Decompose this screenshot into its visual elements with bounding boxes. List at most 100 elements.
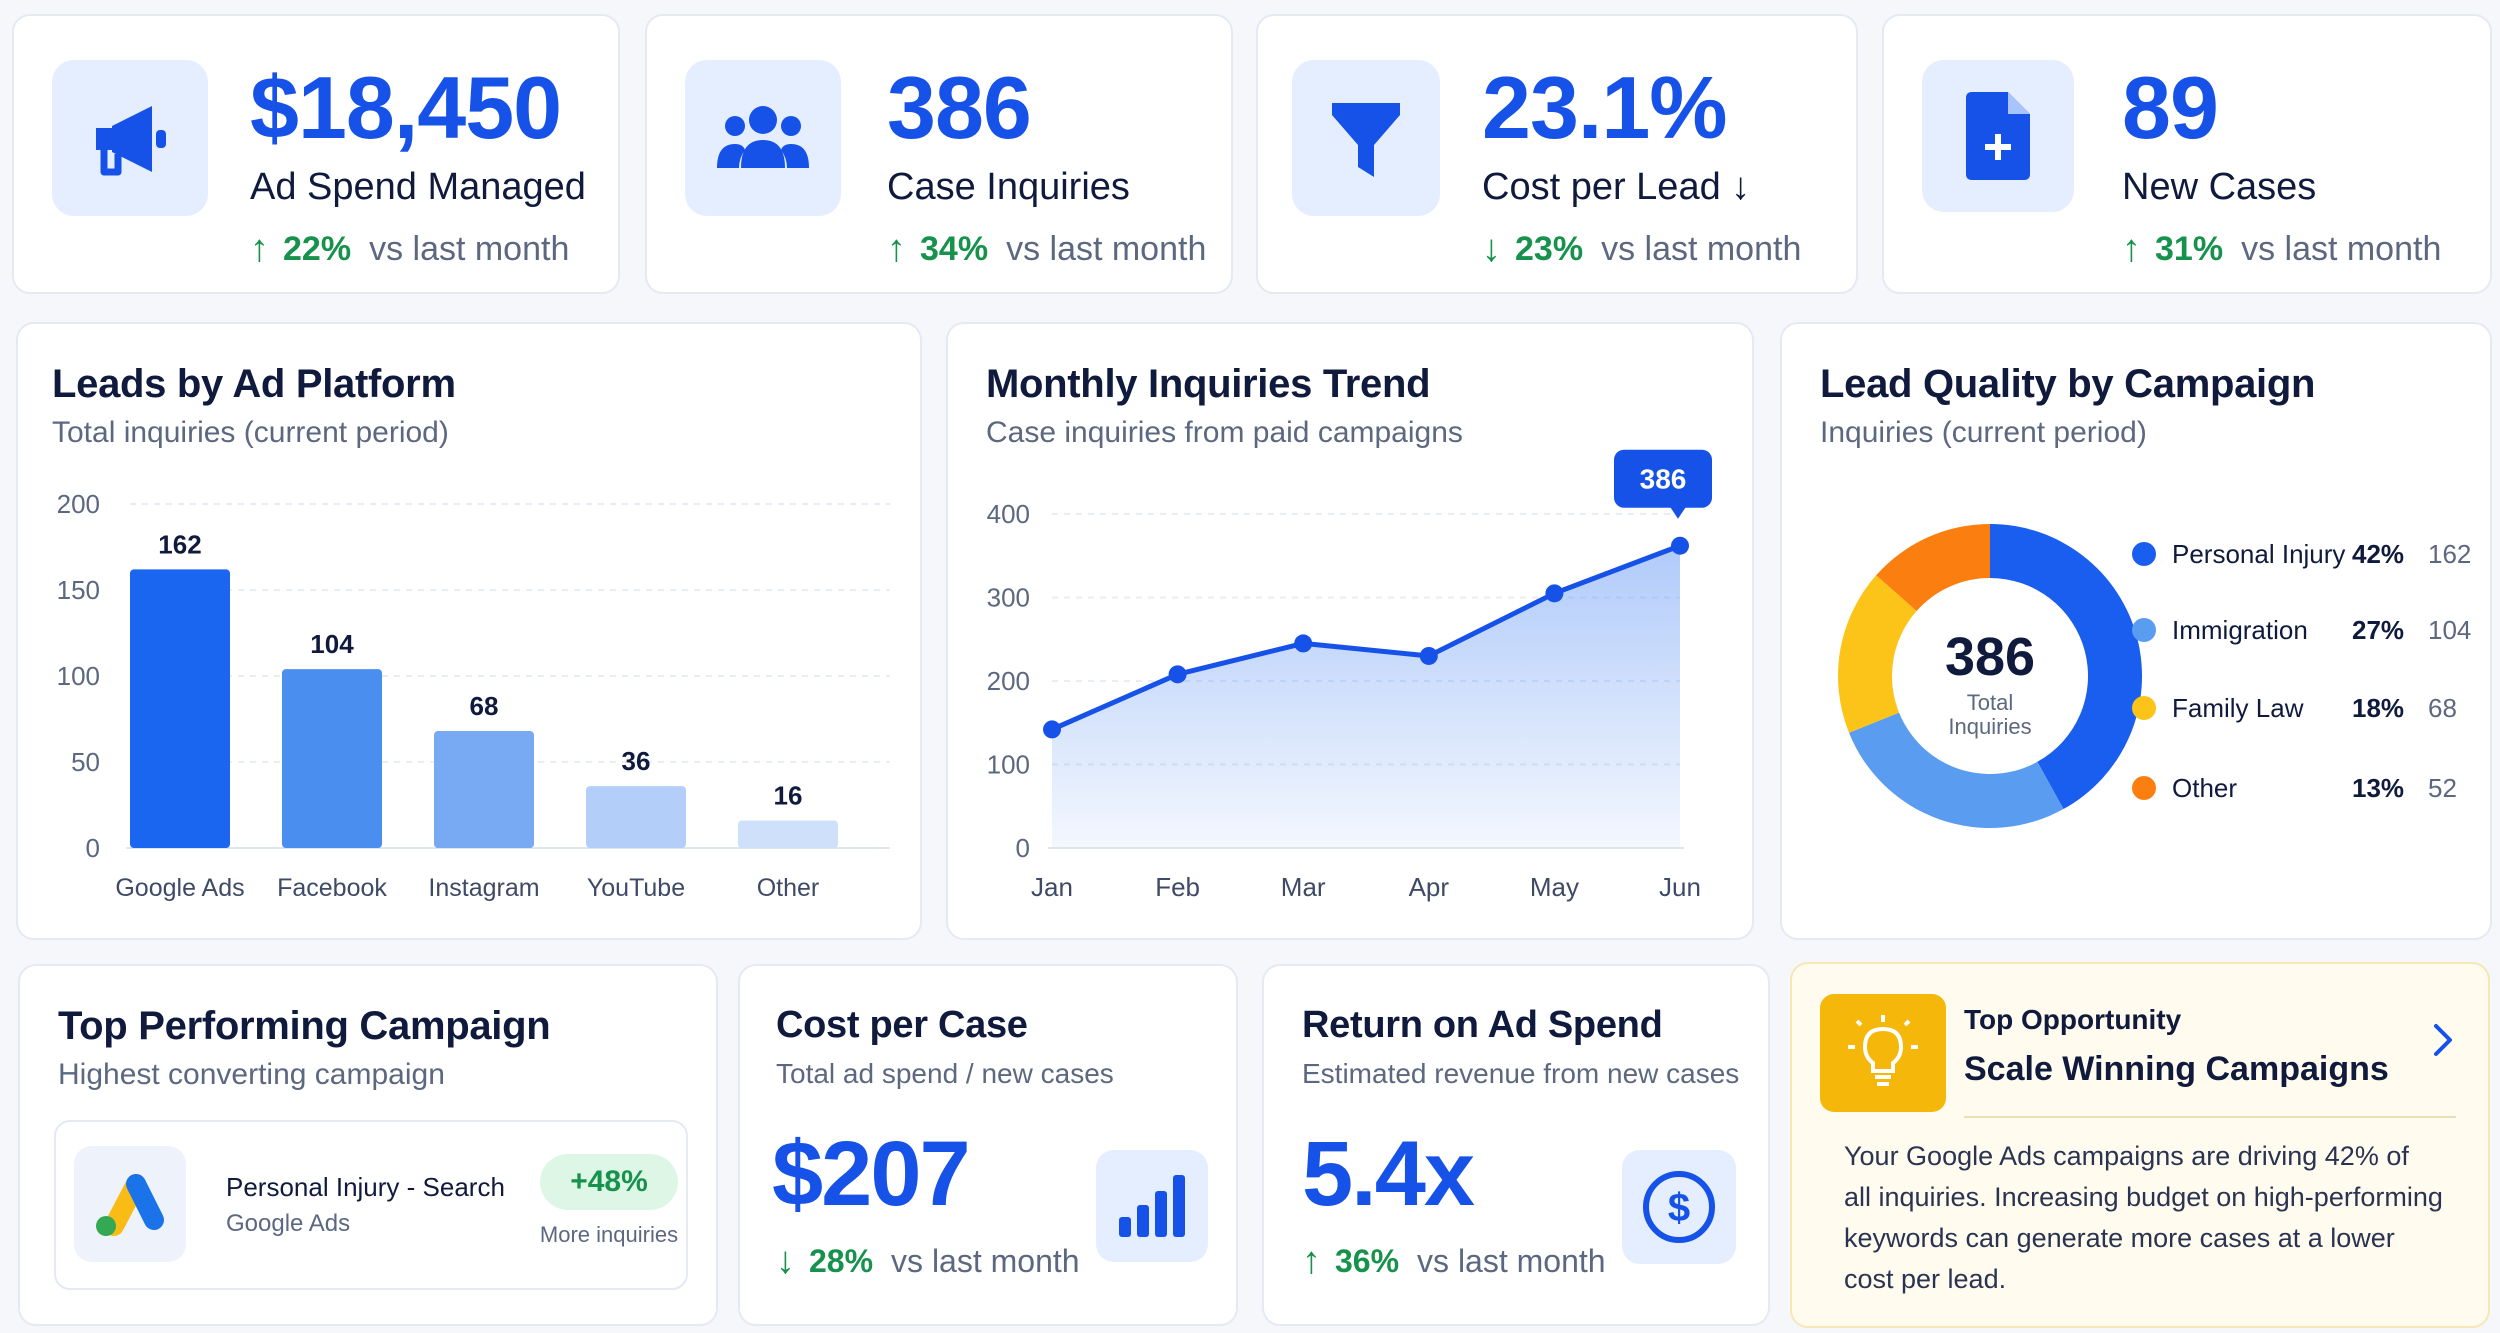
campaign-row[interactable]: Personal Injury - Search Google Ads +48%… [54, 1120, 688, 1290]
area-fill [1052, 545, 1680, 848]
leads-by-platform-card: Leads by Ad Platform Total inquiries (cu… [16, 322, 922, 940]
bar [586, 786, 686, 848]
metric-change-percent: 36% [1335, 1243, 1400, 1279]
data-label: 68 [470, 691, 499, 721]
data-label: 162 [158, 529, 201, 559]
x-tick-label: Instagram [428, 874, 539, 902]
legend-count: 162 [2428, 538, 2472, 569]
legend-percent: 27% [2352, 614, 2405, 645]
y-tick-label: 100 [57, 661, 100, 691]
donut-slice [1990, 524, 2143, 810]
legend-swatch [2132, 776, 2156, 800]
line-chart: 0 100 200 300 400 Jan Feb Mar Apr May Jun 386 [987, 449, 1712, 902]
bar-chart-icon [1096, 1150, 1208, 1262]
google-ads-logo-icon [74, 1146, 186, 1262]
description-line: all inquiries. Increasing budget on high… [1844, 1182, 2443, 1212]
metric-change-suffix: vs last month [1417, 1243, 1606, 1279]
opportunity-label: Top Opportunity [1964, 1004, 2182, 1035]
bar [434, 731, 534, 848]
kpi-change: ↑ 22% vs last month [250, 228, 569, 271]
kpi-change-suffix: vs last month [1601, 230, 1802, 268]
data-label: 36 [622, 746, 651, 776]
donut-center-label: Total [1966, 690, 2014, 715]
metric-change-percent: 28% [809, 1243, 874, 1279]
x-tick-label: Google Ads [115, 874, 244, 902]
data-label: 16 [774, 780, 803, 810]
legend-percent: 42% [2352, 538, 2405, 569]
callout-bubble [1614, 449, 1712, 508]
kpi-change: ↑ 31% vs last month [2122, 228, 2441, 271]
inquiries-trend-card: Monthly Inquiries Trend Case inquiries f… [946, 322, 1754, 940]
card-title: Return on Ad Spend [1302, 1004, 1663, 1046]
card-subtitle: Highest converting campaign [58, 1058, 445, 1091]
series-line [1050, 543, 1681, 732]
y-tick-label: 50 [71, 747, 100, 777]
kpi-label: Ad Spend Managed [250, 166, 586, 208]
kpi-change-suffix: vs last month [369, 230, 570, 268]
donut-slice [1838, 575, 1917, 733]
kpi-change: ↑ 34% vs last month [887, 228, 1206, 271]
bar [738, 820, 838, 848]
metric-change-suffix: vs last month [891, 1243, 1080, 1279]
legend-label: Immigration [2172, 614, 2308, 645]
dollar-coin-icon: $ [1622, 1150, 1736, 1264]
chevron-right-icon[interactable] [2428, 1020, 2458, 1060]
legend-label: Personal Injury [2172, 538, 2346, 569]
y-tick-label: 400 [987, 499, 1030, 529]
chart-title: Leads by Ad Platform [52, 362, 456, 406]
cost-per-case-card: Cost per Case Total ad spend / new cases… [738, 964, 1238, 1326]
y-tick-label: 0 [1016, 833, 1030, 863]
users-icon [685, 60, 841, 216]
kpi-value: $18,450 [250, 58, 562, 157]
card-subtitle: Estimated revenue from new cases [1302, 1058, 1740, 1089]
y-tick-label: 100 [987, 750, 1030, 780]
kpi-change-suffix: vs last month [1006, 230, 1207, 268]
legend-label: Family Law [2172, 692, 2304, 723]
kpi-card-ad-spend: $18,450 Ad Spend Managed ↑ 22% vs last m… [12, 14, 620, 294]
donut-legend: Personal Injury 42% 162 Immigration 27% 104 Fa… [2132, 324, 2492, 942]
metric-change: ↑ 36% vs last month [1302, 1240, 1606, 1283]
legend-percent: 18% [2352, 692, 2405, 723]
chart-subtitle: Inquiries (current period) [1820, 416, 2147, 449]
data-point [1671, 536, 1689, 555]
kpi-change-suffix: vs last month [2241, 230, 2442, 268]
bar [282, 669, 382, 848]
funnel-icon [1292, 60, 1440, 216]
donut-center-value: 386 [1944, 627, 2036, 687]
legend-item: Personal Injury 42% 162 [2132, 534, 2500, 574]
data-point [1419, 646, 1438, 665]
legend-count: 104 [2428, 614, 2472, 645]
kpi-change-percent: 22% [283, 230, 352, 268]
legend-swatch [2132, 618, 2156, 642]
document-plus-icon [1922, 60, 2074, 212]
x-tick-label: Facebook [277, 874, 387, 902]
chart-title: Monthly Inquiries Trend [986, 362, 1431, 406]
metric-value: $207 [772, 1123, 971, 1225]
kpi-change-percent: 34% [920, 230, 989, 268]
description-line: Your Google Ads campaigns are driving 42… [1844, 1141, 2409, 1171]
performance-badge: +48% [540, 1154, 678, 1210]
svg-text:$: $ [1668, 1186, 1690, 1230]
kpi-label: Cost per Lead ↓ [1482, 166, 1751, 208]
badge-caption: More inquiries [539, 1222, 679, 1247]
chart-subtitle: Case inquiries from paid campaigns [986, 416, 1463, 449]
donut-chart [1838, 524, 2143, 829]
kpi-value: 89 [2122, 58, 2219, 157]
data-point [1294, 634, 1313, 653]
data-point [1168, 665, 1187, 684]
kpi-card-cost-per-lead: 23.1% Cost per Lead ↓ ↓ 23% vs last mont… [1256, 14, 1858, 294]
x-tick-label: YouTube [587, 874, 685, 902]
donut-slice [1876, 524, 1990, 612]
x-tick-label: May [1530, 872, 1579, 902]
metric-value: 5.4x [1302, 1123, 1475, 1225]
callout-pointer [1670, 506, 1686, 519]
callout-label: 386 [1640, 464, 1687, 495]
card-subtitle: Total ad spend / new cases [776, 1058, 1114, 1089]
top-campaign-card: Top Performing Campaign Highest converti… [18, 964, 718, 1326]
arrow-down-icon: ↓ [1482, 228, 1501, 270]
x-tick-label: Feb [1155, 872, 1200, 902]
campaign-name: Personal Injury - Search [226, 1172, 505, 1202]
legend-label: Other [2172, 772, 2238, 803]
top-opportunity-card[interactable]: Top Opportunity Scale Winning Campaigns … [1790, 962, 2490, 1328]
y-tick-label: 150 [57, 575, 100, 605]
